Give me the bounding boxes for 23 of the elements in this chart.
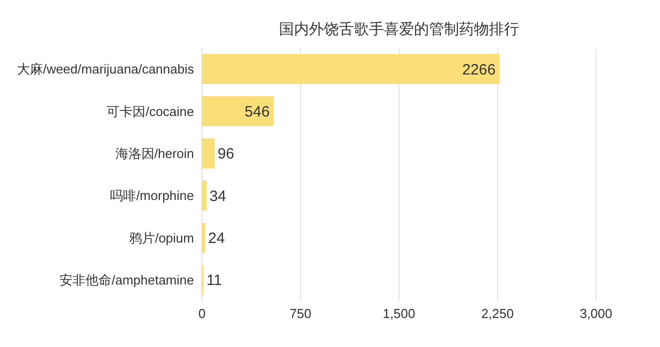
data-label: 2266 <box>462 61 496 78</box>
y-tick-label: 大麻/weed/marijuana/cannabis <box>16 62 194 77</box>
data-label: 34 <box>209 188 226 205</box>
bar <box>202 138 215 168</box>
y-tick-label: 海洛因/heroin <box>115 146 194 162</box>
data-label: 546 <box>244 103 270 120</box>
y-tick-label: 鸦片/opium <box>128 230 194 246</box>
x-tick-label: 1,500 <box>382 306 416 322</box>
bar <box>202 54 500 84</box>
x-tick-label: 0 <box>198 306 206 322</box>
data-label: 11 <box>206 272 222 290</box>
data-label: 96 <box>218 146 234 163</box>
y-tick-label: 安非他命/amphetamine <box>60 272 194 288</box>
bar <box>202 222 206 253</box>
x-tick-label: 750 <box>290 306 312 322</box>
data-label: 24 <box>208 230 225 247</box>
y-tick-label: 吗啡/morphine <box>110 188 194 204</box>
x-tick-label: 3,000 <box>580 306 612 322</box>
bar <box>202 180 206 210</box>
x-tick-label: 2,250 <box>481 306 514 322</box>
bar <box>202 96 274 126</box>
chart-title: 国内外饶舌歌手喜爱的管制药物排行 <box>278 20 520 39</box>
y-tick-label: 可卡因/cocaine <box>106 104 194 119</box>
